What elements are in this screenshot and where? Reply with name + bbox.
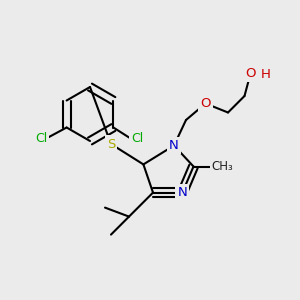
Text: O: O: [245, 67, 256, 80]
Text: Cl: Cl: [35, 131, 47, 145]
Text: H: H: [261, 68, 271, 82]
Text: O: O: [200, 97, 211, 110]
Text: N: N: [169, 139, 179, 152]
Text: Cl: Cl: [131, 131, 143, 145]
Text: S: S: [107, 137, 115, 151]
Text: N: N: [178, 186, 187, 199]
Text: CH₃: CH₃: [212, 160, 233, 173]
